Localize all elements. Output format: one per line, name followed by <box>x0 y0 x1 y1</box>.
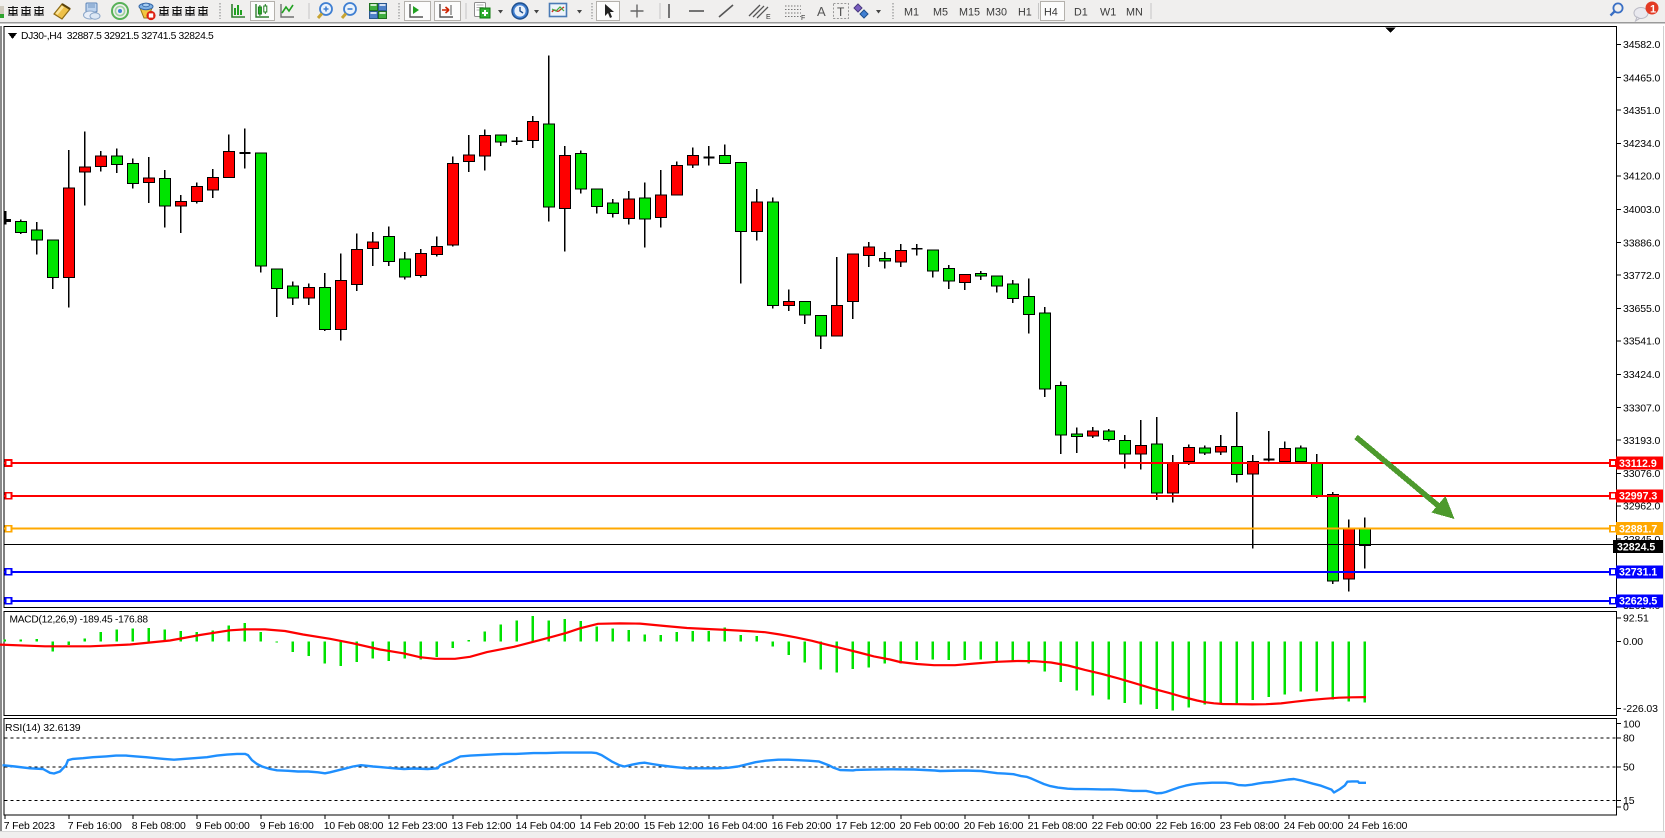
svg-text:100: 100 <box>1623 718 1640 730</box>
svg-text:9 Feb 00:00: 9 Feb 00:00 <box>196 821 250 832</box>
svg-text:14 Feb 20:00: 14 Feb 20:00 <box>580 821 640 832</box>
svg-text:20 Feb 16:00: 20 Feb 16:00 <box>964 821 1024 832</box>
svg-text:16 Feb 04:00: 16 Feb 04:00 <box>708 821 768 832</box>
svg-text:22 Feb 00:00: 22 Feb 00:00 <box>1092 821 1152 832</box>
svg-text:10 Feb 08:00: 10 Feb 08:00 <box>324 821 384 832</box>
svg-text:14 Feb 04:00: 14 Feb 04:00 <box>516 821 576 832</box>
svg-text:16 Feb 20:00: 16 Feb 20:00 <box>772 821 832 832</box>
svg-text:E: E <box>766 14 771 21</box>
svg-text:33772.0: 33772.0 <box>1623 270 1661 282</box>
svg-text:32881.7: 32881.7 <box>1619 524 1657 536</box>
svg-text:H4: H4 <box>1044 7 1058 19</box>
svg-text:W1: W1 <box>1100 7 1116 19</box>
svg-text:1: 1 <box>1650 4 1656 16</box>
svg-text:24 Feb 16:00: 24 Feb 16:00 <box>1348 821 1408 832</box>
svg-text:24 Feb 00:00: 24 Feb 00:00 <box>1284 821 1344 832</box>
svg-text:21 Feb 08:00: 21 Feb 08:00 <box>1028 821 1088 832</box>
svg-text:33307.0: 33307.0 <box>1623 402 1661 414</box>
svg-text:32824.5: 32824.5 <box>1617 541 1655 553</box>
svg-text:M5: M5 <box>933 7 948 19</box>
svg-text:33076.0: 33076.0 <box>1623 468 1661 480</box>
svg-text:M1: M1 <box>904 7 919 19</box>
svg-text:17 Feb 12:00: 17 Feb 12:00 <box>836 821 896 832</box>
svg-text:92.51: 92.51 <box>1623 613 1649 625</box>
svg-text:MN: MN <box>1126 7 1143 19</box>
svg-text:-226.03: -226.03 <box>1623 703 1658 715</box>
svg-text:12 Feb 23:00: 12 Feb 23:00 <box>388 821 448 832</box>
svg-text:34582.0: 34582.0 <box>1623 39 1661 51</box>
svg-text:M30: M30 <box>986 7 1007 19</box>
svg-text:32731.1: 32731.1 <box>1619 567 1657 579</box>
svg-text:34120.0: 34120.0 <box>1623 171 1661 183</box>
svg-text:D1: D1 <box>1074 7 1088 19</box>
svg-text:23 Feb 08:00: 23 Feb 08:00 <box>1220 821 1280 832</box>
svg-text:MACD(12,26,9) -189.45 -176.88: MACD(12,26,9) -189.45 -176.88 <box>10 615 149 626</box>
svg-text:32997.3: 32997.3 <box>1619 491 1657 503</box>
svg-text:DJ30-,H4 32887.5 32921.5 3274: DJ30-,H4 32887.5 32921.5 32741.5 32824.5 <box>21 31 214 42</box>
svg-text:32962.0: 32962.0 <box>1623 501 1661 513</box>
svg-text:33886.0: 33886.0 <box>1623 237 1661 249</box>
svg-text:7 Feb 16:00: 7 Feb 16:00 <box>68 821 122 832</box>
svg-text:9 Feb 16:00: 9 Feb 16:00 <box>260 821 314 832</box>
svg-text:32629.5: 32629.5 <box>1619 596 1657 608</box>
svg-text:34234.0: 34234.0 <box>1623 138 1661 150</box>
svg-text:8 Feb 08:00: 8 Feb 08:00 <box>132 821 186 832</box>
svg-text:80: 80 <box>1623 733 1635 745</box>
svg-text:15: 15 <box>1623 795 1635 807</box>
svg-text:H1: H1 <box>1018 7 1032 19</box>
svg-text:T: T <box>837 5 845 19</box>
svg-text:0.00: 0.00 <box>1623 636 1643 648</box>
svg-text:13 Feb 12:00: 13 Feb 12:00 <box>452 821 512 832</box>
svg-text:0: 0 <box>1623 802 1629 814</box>
svg-text:RSI(14) 32.6139: RSI(14) 32.6139 <box>5 722 81 734</box>
svg-text:33541.0: 33541.0 <box>1623 336 1661 348</box>
svg-text:33424.0: 33424.0 <box>1623 369 1661 381</box>
svg-text:33655.0: 33655.0 <box>1623 303 1661 315</box>
svg-text:34465.0: 34465.0 <box>1623 72 1661 84</box>
svg-text:A: A <box>817 4 826 19</box>
svg-text:15 Feb 12:00: 15 Feb 12:00 <box>644 821 704 832</box>
svg-text:33193.0: 33193.0 <box>1623 435 1661 447</box>
svg-text:20 Feb 00:00: 20 Feb 00:00 <box>900 821 960 832</box>
svg-text:22 Feb 16:00: 22 Feb 16:00 <box>1156 821 1216 832</box>
svg-text:34003.0: 34003.0 <box>1623 204 1661 216</box>
svg-text:33112.9: 33112.9 <box>1619 458 1657 470</box>
svg-text:F: F <box>801 15 805 22</box>
svg-text:M15: M15 <box>959 7 980 19</box>
svg-text:34351.0: 34351.0 <box>1623 105 1661 117</box>
svg-text:7 Feb 2023: 7 Feb 2023 <box>4 821 55 832</box>
svg-text:50: 50 <box>1623 762 1635 774</box>
